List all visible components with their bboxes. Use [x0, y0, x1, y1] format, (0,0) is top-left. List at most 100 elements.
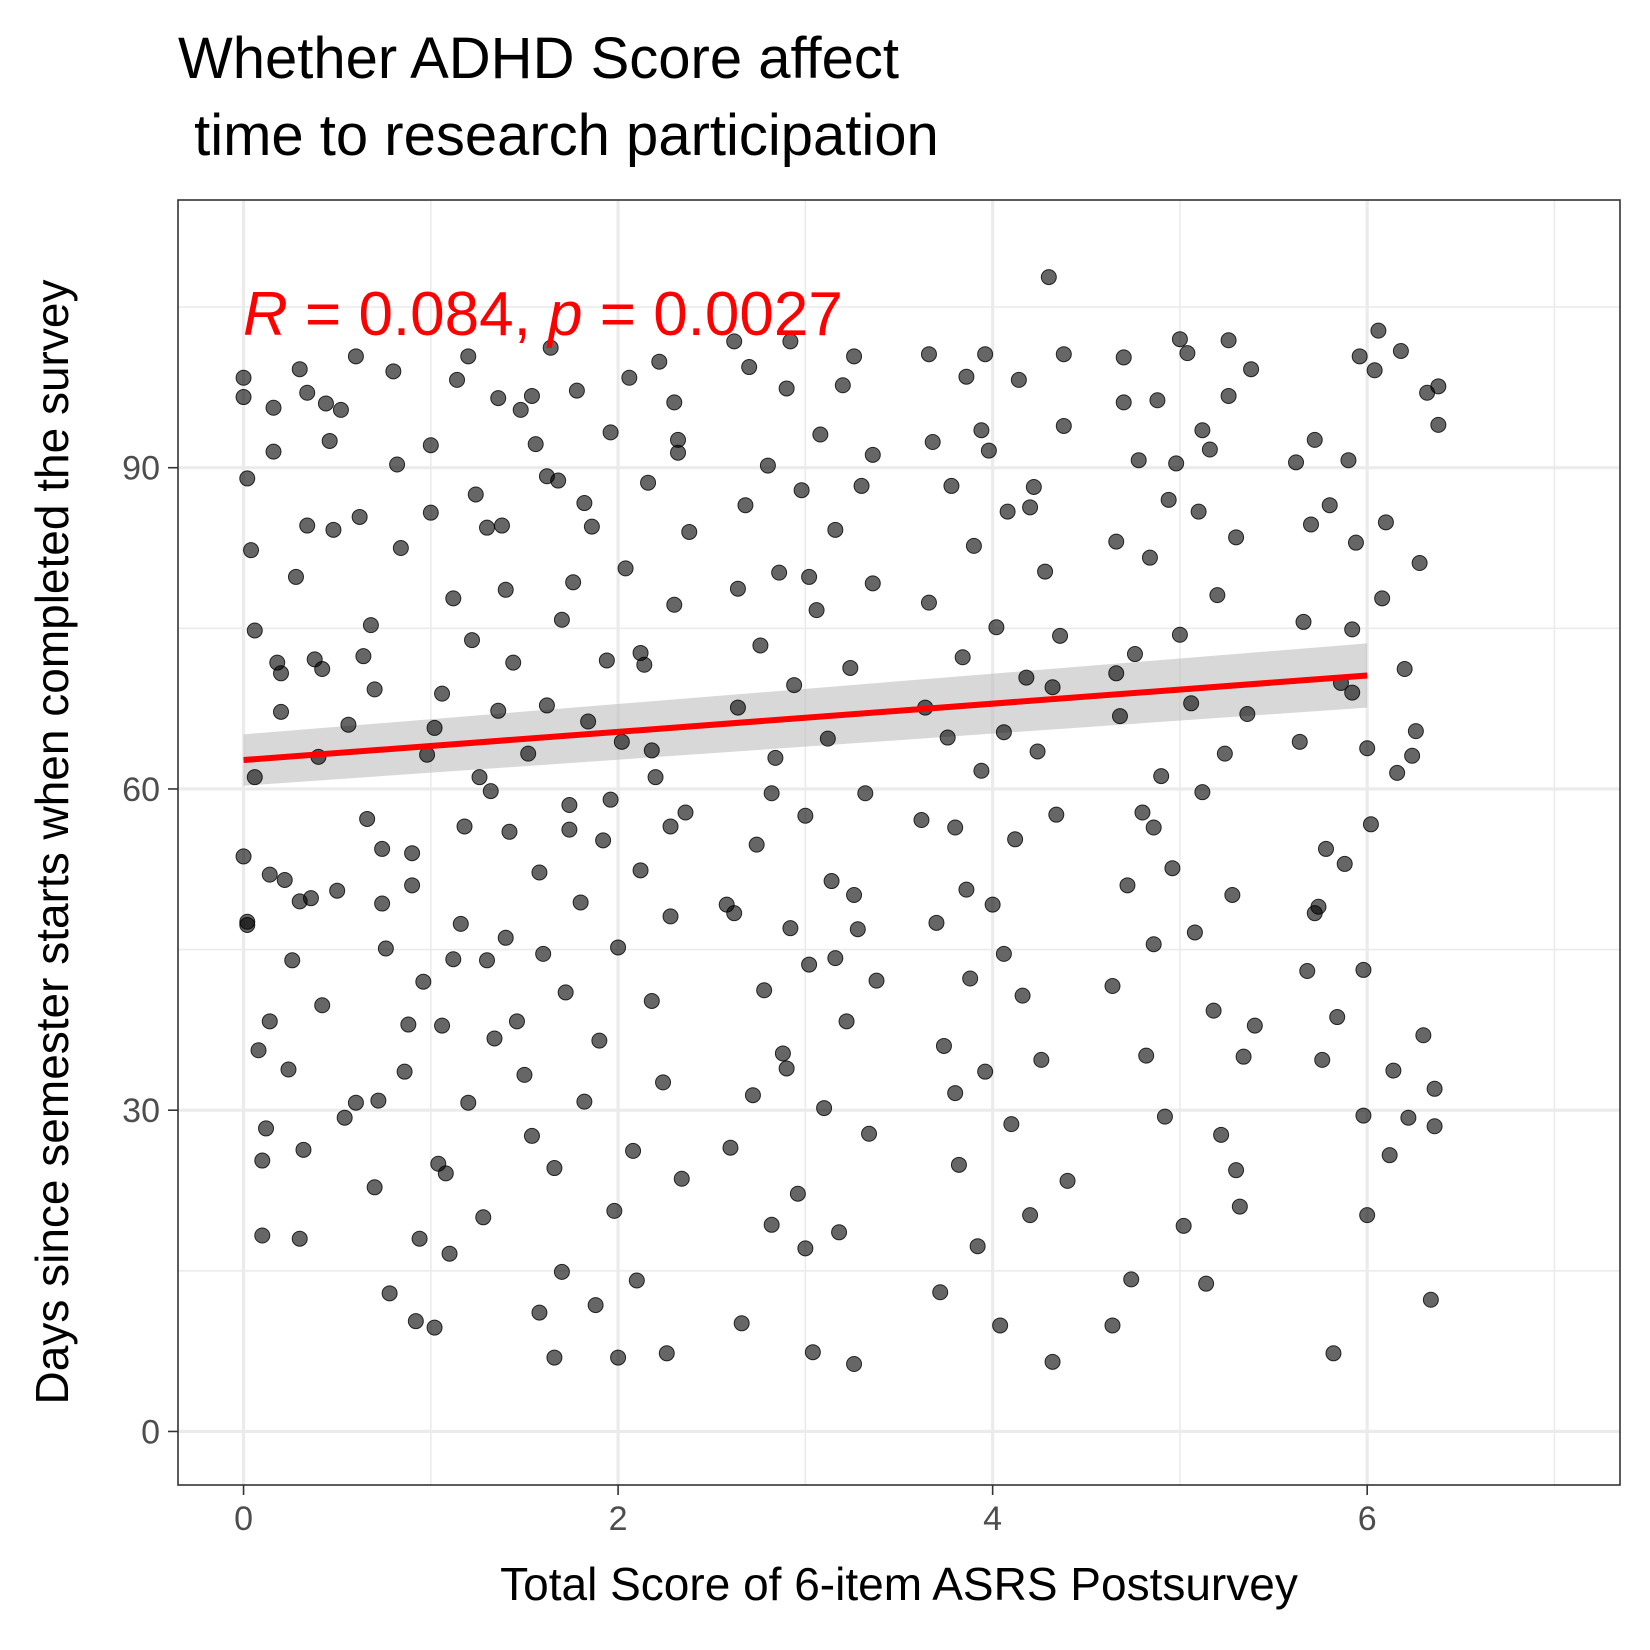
data-point	[801, 568, 818, 585]
data-point	[1239, 706, 1256, 722]
data-point	[1194, 422, 1211, 439]
data-point	[374, 840, 391, 857]
data-point	[973, 422, 990, 439]
data-point	[1055, 346, 1072, 363]
data-point	[670, 444, 687, 461]
data-point	[988, 619, 1005, 636]
data-point	[1430, 416, 1447, 433]
y-tick-label: 30	[122, 1092, 160, 1130]
data-point	[853, 477, 870, 494]
data-point	[1186, 924, 1203, 941]
data-point	[610, 939, 627, 956]
data-point	[553, 611, 570, 628]
data-point	[947, 1085, 964, 1102]
data-point	[995, 724, 1012, 741]
data-point	[838, 1013, 855, 1030]
data-point	[1194, 784, 1211, 801]
data-point	[340, 716, 357, 733]
data-point	[1385, 1062, 1402, 1079]
data-point	[954, 649, 971, 666]
data-point	[546, 1349, 563, 1366]
data-point	[493, 517, 510, 534]
data-point	[748, 836, 765, 853]
data-point	[1314, 1051, 1331, 1068]
data-point	[1130, 452, 1147, 469]
data-point	[1347, 534, 1364, 551]
data-point	[767, 749, 784, 766]
data-point	[1010, 371, 1027, 388]
data-point	[287, 568, 304, 585]
data-point	[1022, 499, 1039, 516]
data-point	[561, 797, 578, 814]
data-point	[1351, 348, 1368, 365]
data-point	[632, 862, 649, 879]
data-point	[1160, 491, 1177, 508]
data-point	[1175, 1217, 1192, 1234]
data-point	[980, 442, 997, 459]
data-point	[314, 661, 331, 678]
data-point	[733, 1315, 750, 1332]
data-point	[782, 920, 799, 937]
data-point	[1415, 1027, 1432, 1044]
data-point	[299, 384, 316, 401]
data-point	[265, 399, 282, 416]
data-point	[329, 882, 346, 899]
data-point	[1224, 886, 1241, 903]
r-value: = 0.084,	[288, 280, 548, 349]
data-point	[1164, 860, 1181, 877]
data-point	[1299, 963, 1316, 979]
data-point	[1355, 1107, 1372, 1124]
y-tick-label: 0	[141, 1413, 160, 1451]
data-point	[452, 915, 469, 932]
data-point	[793, 482, 810, 499]
data-point	[625, 1142, 642, 1159]
data-point	[722, 1139, 739, 1156]
data-point	[505, 654, 522, 671]
data-point	[254, 1152, 271, 1169]
data-point	[729, 699, 746, 716]
data-point	[763, 1216, 780, 1233]
data-point	[1205, 1002, 1222, 1019]
data-point	[239, 470, 256, 487]
chart-title-line2: time to research participation	[178, 103, 939, 168]
data-point	[846, 886, 863, 903]
data-point	[1108, 533, 1125, 550]
data-point	[1306, 905, 1323, 922]
data-point	[317, 395, 334, 412]
correlation-annotation: R = 0.084, p = 0.0027	[243, 280, 843, 349]
data-point	[1183, 695, 1200, 712]
data-point	[347, 1094, 364, 1111]
data-point	[261, 866, 278, 883]
y-axis-ticks: 0 30 60 90	[122, 450, 178, 1451]
data-point	[1355, 961, 1372, 978]
data-point	[1014, 987, 1031, 1004]
data-point	[763, 785, 780, 802]
data-point	[602, 424, 619, 441]
data-point	[1231, 1198, 1248, 1215]
data-point	[1145, 936, 1162, 953]
data-point	[771, 564, 788, 581]
data-point	[572, 894, 589, 911]
data-point	[377, 940, 394, 957]
data-point	[332, 401, 349, 418]
data-point	[1336, 855, 1353, 872]
data-point	[557, 984, 574, 1001]
data-point	[861, 1125, 878, 1142]
data-point	[1040, 269, 1057, 286]
data-point	[1022, 1207, 1039, 1224]
data-point	[336, 1109, 353, 1126]
data-point	[1216, 745, 1233, 762]
data-point	[1389, 764, 1406, 781]
data-point	[1213, 1126, 1230, 1143]
y-axis-label: Days since semester starts when complete…	[26, 280, 78, 1405]
data-point	[621, 369, 638, 386]
data-point	[726, 333, 743, 350]
data-point	[1329, 1009, 1346, 1026]
data-point	[591, 1032, 608, 1049]
data-point	[1235, 1048, 1252, 1065]
data-point	[1209, 587, 1226, 604]
data-point	[490, 702, 507, 719]
data-point	[1344, 684, 1361, 701]
data-point	[617, 560, 634, 577]
data-point	[651, 353, 668, 370]
